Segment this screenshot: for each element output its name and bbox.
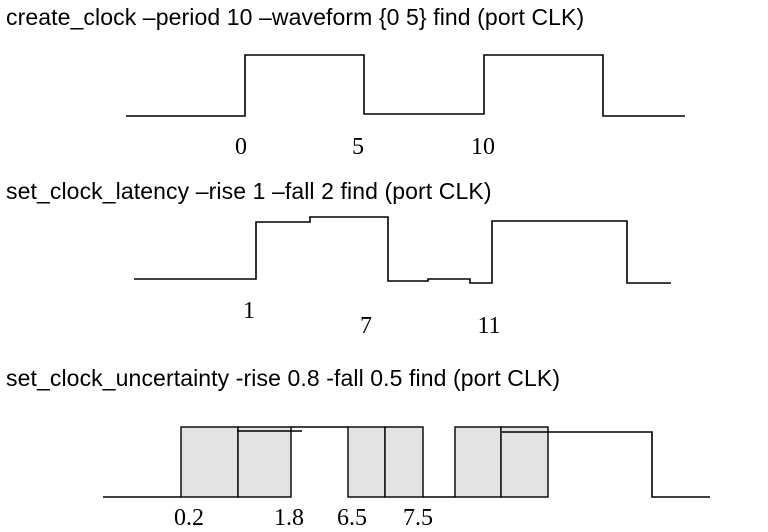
uncertainty-command: set_clock_uncertainty -rise 0.8 -fall 0.… <box>6 365 561 391</box>
uncertainty-clock-signal <box>502 431 710 498</box>
tick-label: 1.8 <box>274 505 304 531</box>
latency-clock-signal <box>134 216 671 284</box>
ideal-clock-signal <box>126 54 685 117</box>
tick-label: 11 <box>477 313 501 339</box>
rise-uncertainty-window <box>237 426 292 498</box>
latency-command: set_clock_latency –rise 1 –fall 2 find (… <box>6 178 492 204</box>
tick-label: 5 <box>352 134 364 160</box>
create-clock-command: create_clock –period 10 –waveform {0 5} … <box>6 4 585 30</box>
tick-label: 0 <box>235 134 247 160</box>
tick-label: 1 <box>243 298 255 324</box>
fall-uncertainty-window <box>347 426 386 498</box>
fall-uncertainty-window <box>384 426 424 498</box>
tick-label: 6.5 <box>337 505 367 531</box>
tick-label: 10 <box>471 134 495 160</box>
rise-uncertainty-window <box>500 426 549 498</box>
tick-label: 7 <box>360 313 372 339</box>
tick-label: 0.2 <box>174 505 204 531</box>
tick-label: 7.5 <box>403 505 433 531</box>
rise-uncertainty-window <box>454 426 502 498</box>
rise-uncertainty-window <box>180 426 239 498</box>
